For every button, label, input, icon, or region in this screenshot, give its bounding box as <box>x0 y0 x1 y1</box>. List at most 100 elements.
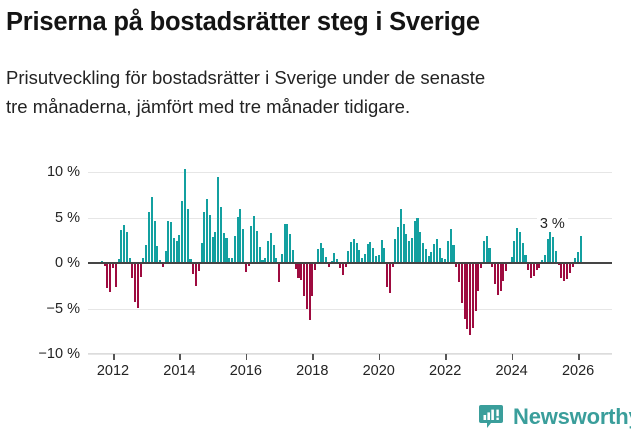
bar[interactable] <box>546 239 549 263</box>
bar[interactable] <box>297 263 300 279</box>
bar[interactable] <box>419 232 422 263</box>
bar[interactable] <box>228 258 231 263</box>
bar[interactable] <box>136 263 139 308</box>
bar[interactable] <box>134 263 137 303</box>
bar[interactable] <box>261 260 264 263</box>
bar[interactable] <box>253 215 256 263</box>
bar[interactable] <box>521 242 524 263</box>
bar[interactable] <box>416 217 419 263</box>
bar[interactable] <box>106 263 109 288</box>
bar[interactable] <box>217 176 220 263</box>
bar[interactable] <box>494 263 497 284</box>
bar[interactable] <box>485 235 488 263</box>
bar[interactable] <box>294 263 297 270</box>
bar[interactable] <box>327 263 330 267</box>
bar[interactable] <box>538 263 541 268</box>
bar[interactable] <box>195 263 198 286</box>
bar[interactable] <box>319 242 322 263</box>
bar[interactable] <box>361 258 364 263</box>
bar[interactable] <box>156 245 159 263</box>
bar[interactable] <box>244 263 247 273</box>
bar[interactable] <box>128 258 131 263</box>
bar[interactable] <box>267 241 270 263</box>
bar[interactable] <box>399 209 402 263</box>
bar[interactable] <box>352 239 355 263</box>
bar[interactable] <box>280 253 283 263</box>
bar[interactable] <box>255 231 258 263</box>
bar[interactable] <box>541 260 544 263</box>
bar[interactable] <box>480 263 483 268</box>
bar[interactable] <box>565 263 569 280</box>
bar[interactable] <box>441 257 444 263</box>
bar[interactable] <box>159 260 162 263</box>
bar[interactable] <box>316 249 319 263</box>
bar[interactable] <box>477 263 480 292</box>
bar[interactable] <box>488 248 491 263</box>
bar[interactable] <box>363 253 366 263</box>
bar[interactable] <box>325 256 328 263</box>
bar[interactable] <box>552 236 555 263</box>
bar[interactable] <box>469 263 472 335</box>
bar[interactable] <box>142 257 145 263</box>
bar[interactable] <box>560 263 563 278</box>
bar[interactable] <box>413 221 416 263</box>
bar[interactable] <box>535 263 538 271</box>
bar[interactable] <box>422 242 425 263</box>
bar[interactable] <box>192 263 195 274</box>
bar[interactable] <box>150 196 153 263</box>
bar[interactable] <box>444 259 447 263</box>
bar[interactable] <box>383 248 386 263</box>
bar[interactable] <box>505 263 508 272</box>
bar[interactable] <box>291 250 294 263</box>
bar[interactable] <box>496 263 499 295</box>
bar[interactable] <box>452 244 455 263</box>
bar[interactable] <box>568 263 571 273</box>
bar[interactable] <box>289 233 292 263</box>
bar[interactable] <box>377 254 380 263</box>
bar[interactable] <box>405 233 408 263</box>
bar[interactable] <box>219 206 222 263</box>
bar[interactable] <box>446 241 449 263</box>
bar[interactable] <box>114 263 117 287</box>
bar[interactable] <box>269 232 272 263</box>
bar[interactable] <box>206 199 209 263</box>
bar[interactable] <box>579 235 582 263</box>
bar[interactable] <box>214 232 217 263</box>
bar[interactable] <box>170 222 173 263</box>
bar[interactable] <box>427 255 430 263</box>
bar[interactable] <box>577 252 580 263</box>
bar[interactable] <box>491 263 494 267</box>
bar[interactable] <box>347 251 350 263</box>
bar[interactable] <box>394 239 397 263</box>
bar[interactable] <box>225 238 228 263</box>
bar[interactable] <box>264 258 267 263</box>
bar[interactable] <box>109 263 112 293</box>
bar[interactable] <box>314 263 317 271</box>
bar[interactable] <box>499 263 502 292</box>
bar[interactable] <box>460 263 463 304</box>
bar[interactable] <box>153 221 156 263</box>
bar[interactable] <box>574 257 577 263</box>
bar[interactable] <box>372 247 375 263</box>
bar[interactable] <box>524 254 527 263</box>
bar[interactable] <box>258 246 261 263</box>
bar[interactable] <box>355 242 358 263</box>
bar[interactable] <box>275 258 278 263</box>
bar[interactable] <box>471 263 474 328</box>
bar[interactable] <box>120 230 123 263</box>
bar[interactable] <box>391 263 394 267</box>
bar[interactable] <box>408 241 411 263</box>
bar[interactable] <box>549 232 552 263</box>
bar[interactable] <box>222 232 225 263</box>
bar[interactable] <box>510 256 513 263</box>
bar[interactable] <box>358 250 361 263</box>
bar[interactable] <box>189 259 192 263</box>
bar[interactable] <box>111 263 115 269</box>
bar[interactable] <box>208 214 211 263</box>
bar[interactable] <box>458 263 461 283</box>
bar[interactable] <box>435 239 438 263</box>
bar[interactable] <box>247 263 250 266</box>
bar[interactable] <box>529 263 533 278</box>
bar[interactable] <box>424 249 427 263</box>
bar[interactable] <box>482 241 485 263</box>
